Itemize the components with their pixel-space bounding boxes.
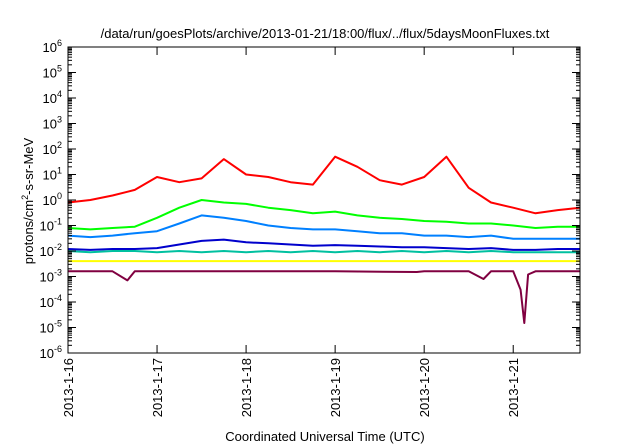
y-tick-label: 10-5 [40, 319, 62, 336]
series-line-3 [67, 214, 580, 240]
y-tick-label: 100 [43, 191, 62, 208]
y-tick-label: 106 [43, 38, 62, 55]
series-line-5 [67, 250, 580, 254]
y-label-part-3: -s-sr-MeV [21, 137, 36, 194]
x-tick-label: 2013-1-19 [328, 358, 343, 417]
x-tick-label: 2013-1-17 [150, 358, 165, 417]
y-label-part-2: 2 [20, 195, 30, 200]
y-tick-label: 10-1 [40, 217, 62, 234]
y-tick-label: 102 [43, 140, 62, 157]
y-label-part-1: protons/cm [21, 200, 36, 264]
x-tick-label: 2013-1-18 [239, 358, 254, 417]
y-tick-label: 104 [43, 89, 62, 106]
x-tick-label: 2013-1-20 [417, 358, 432, 417]
series-line-1 [67, 155, 581, 215]
x-tick-label: 2013-1-16 [61, 358, 76, 417]
series-layer [67, 155, 581, 324]
y-tick-label: 10-3 [40, 268, 62, 285]
axis-layer: 10-6 10-5 10-4 10-3 10-2 10-1 100 101 102 103 104 1… [40, 38, 580, 417]
y-axis-label: protons/cm2-s-sr-MeV [20, 137, 36, 264]
series-line-7 [68, 270, 580, 324]
y-tick-label: 10-6 [40, 344, 62, 361]
series-line-4 [67, 238, 580, 251]
y-tick-label: 101 [43, 166, 62, 183]
chart-title: /data/run/goesPlots/archive/2013-01-21/1… [101, 26, 550, 41]
y-tick-label: 10-4 [40, 293, 62, 310]
x-tick-label: 2013-1-21 [506, 358, 521, 417]
x-axis-label: Coordinated Universal Time (UTC) [225, 429, 424, 444]
y-tick-label: 103 [43, 115, 62, 132]
series-line-2 [67, 199, 580, 231]
y-tick-label: 105 [43, 64, 62, 81]
y-tick-label: 10-2 [40, 242, 62, 259]
plot-frame [67, 46, 581, 354]
